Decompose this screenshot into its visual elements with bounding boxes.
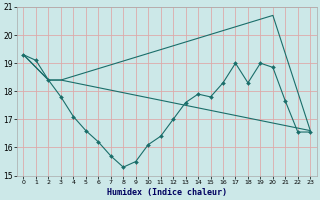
X-axis label: Humidex (Indice chaleur): Humidex (Indice chaleur) bbox=[107, 188, 227, 197]
